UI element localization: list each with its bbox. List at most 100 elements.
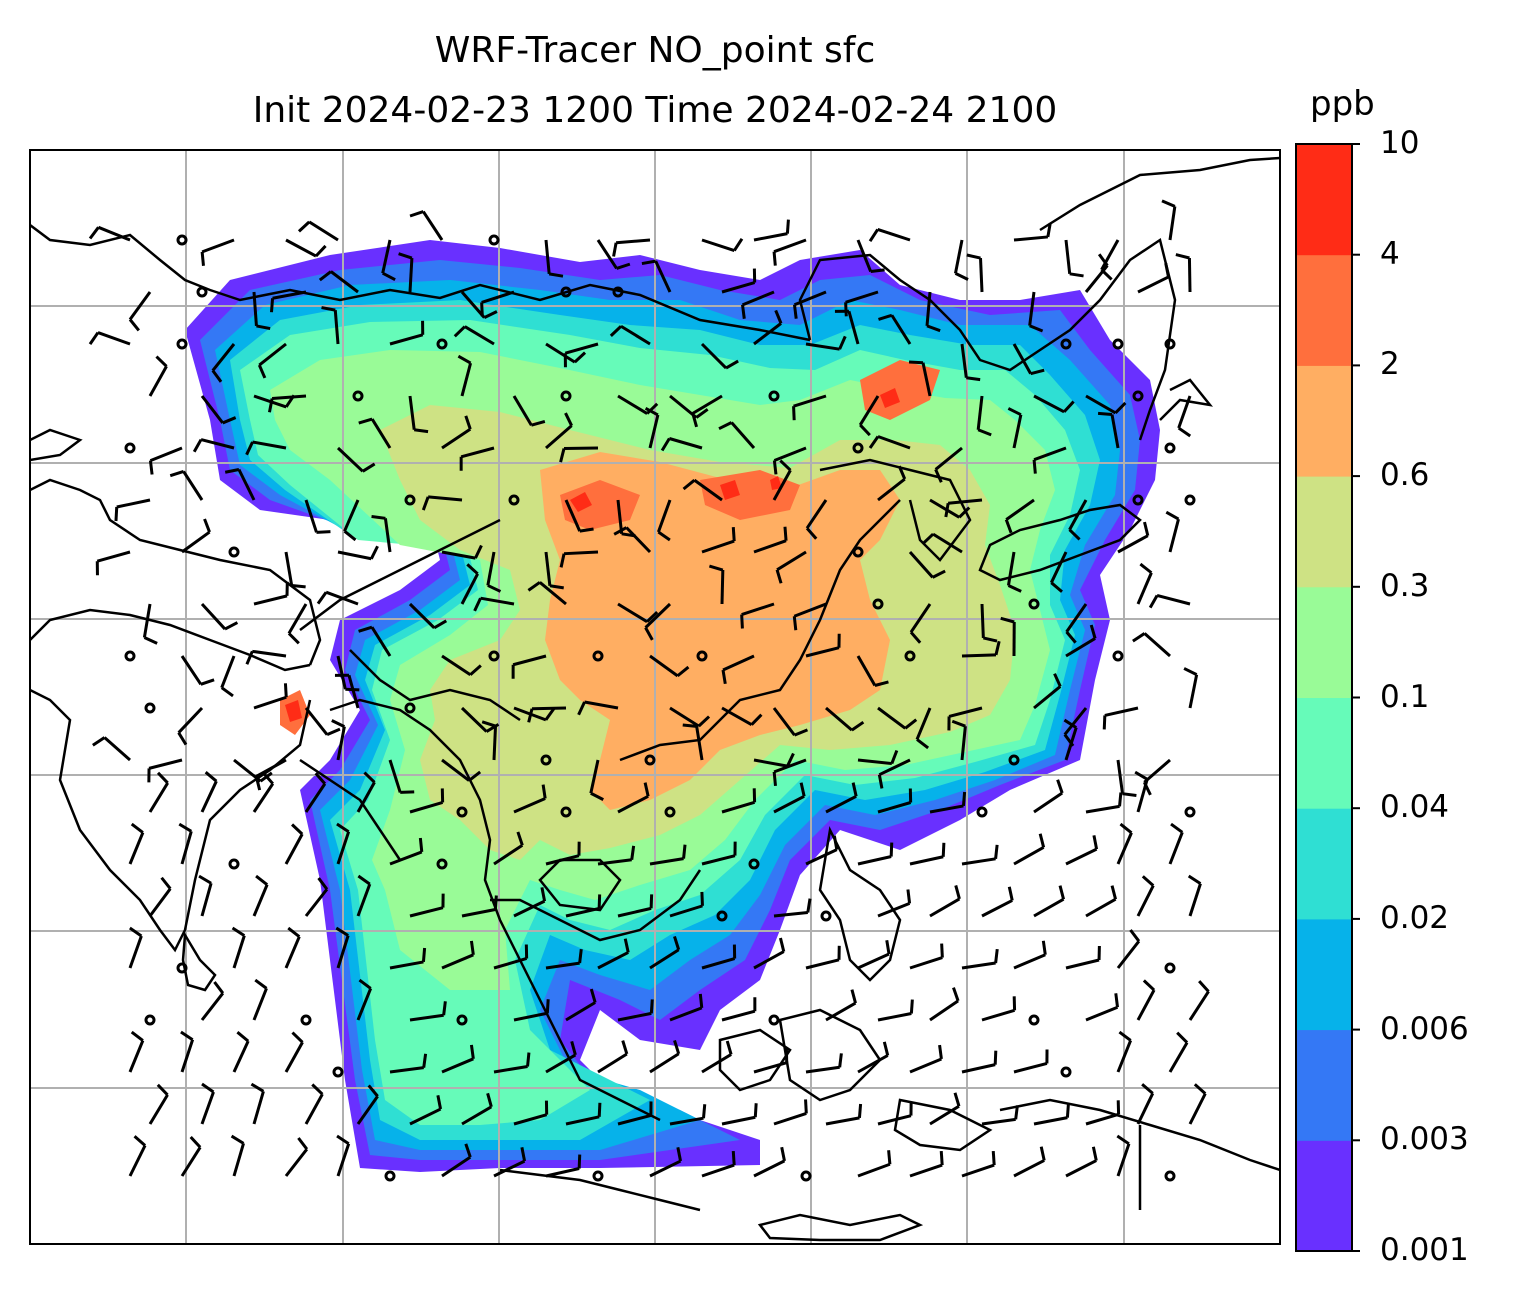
wind-barb [1168,822,1184,865]
calm-wind-marker [716,910,728,922]
wind-barb [527,581,567,606]
wind-barb [481,720,498,761]
wind-barb [128,926,143,969]
calm-wind-marker [144,1014,156,1026]
wind-barb [252,291,271,331]
wind-barb [921,532,963,554]
calm-wind-marker [456,1014,468,1026]
wind-barb [908,551,946,579]
wind-barb [398,252,414,293]
wind-barb [1007,407,1023,449]
colorbar-tick-label: 0.006 [1380,1010,1469,1047]
wind-barb [493,1052,531,1074]
wind-barb [358,417,392,449]
wind-barb [459,446,495,471]
wind-barb [909,1044,943,1074]
wind-barb [721,997,757,1022]
wind-barb [254,758,287,791]
wind-barb [597,1040,629,1074]
wind-barb [753,219,790,242]
wind-barb [493,831,524,866]
wind-barb [545,412,573,450]
wind-barb [929,885,961,918]
wind-barb [461,895,498,918]
wind-barb [1132,632,1171,658]
calm-wind-marker [1028,598,1040,610]
wind-barb [613,526,652,554]
calm-wind-marker [1112,338,1124,350]
wind-barb [934,446,963,483]
wind-barb [1187,874,1202,917]
wind-barb [825,706,865,732]
wind-barb [908,360,932,397]
wind-barb [88,225,131,242]
wind-barb [944,498,983,518]
wind-barb [513,784,547,814]
wind-barb [649,1039,681,1074]
wind-barb [1063,718,1078,761]
wind-barb [966,253,984,293]
wind-barb [493,944,529,970]
wind-barb [1183,667,1199,709]
wind-barb [701,1150,736,1178]
wind-barb [148,876,172,917]
wind-barb [250,1082,265,1125]
wind-barb [805,835,839,866]
wind-barb [772,459,792,501]
wind-barb [617,394,659,415]
wind-barb [128,822,145,865]
wind-barb [773,1099,808,1126]
colorbar-tick-label: 10 [1380,125,1420,161]
colorbar-segment [1296,586,1352,698]
wind-barb [88,331,131,346]
calm-wind-marker [800,1170,812,1182]
calm-wind-marker [592,650,604,662]
wind-barb [805,1053,843,1074]
wind-barb [441,1044,475,1074]
wind-barb [1065,945,1101,970]
wind-barb [951,719,967,761]
wind-barb [961,844,999,866]
wind-barb [960,343,981,382]
wind-barb [245,440,287,456]
wind-barb [772,758,807,786]
wind-barb [460,706,500,733]
wind-barb [486,551,502,593]
wind-barb [976,395,992,437]
wind-barb [1168,1031,1189,1073]
wind-barb [721,1103,758,1126]
wind-barb [169,469,204,501]
colorbar-segment [1296,254,1352,366]
field-level-8 [280,360,940,735]
calm-wind-marker [488,234,500,246]
wind-barb [304,707,341,737]
wind-barb [564,499,594,533]
wind-barb [356,1084,379,1125]
wind-barb [460,563,479,605]
wind-barb [1116,759,1137,797]
wind-barb [356,771,376,813]
wind-barb [947,706,983,731]
wind-barb [617,602,659,623]
wind-barb [878,313,912,345]
wind-barb [877,1101,913,1126]
calm-wind-marker [644,754,656,766]
calm-wind-marker [852,442,864,454]
wind-barb [792,290,827,319]
wind-barb [753,752,795,768]
calm-wind-marker [196,286,208,298]
wind-barb [844,290,879,317]
wind-barbs [88,199,1210,1178]
wind-barb [1097,411,1120,449]
wind-barb [493,1147,527,1178]
wind-barb [721,654,755,685]
calm-wind-marker [176,338,188,350]
calm-wind-marker [664,806,676,818]
calm-wind-marker [1060,1066,1072,1078]
wind-barb [1013,1146,1046,1178]
wind-barb [389,837,424,866]
wind-barb [669,993,704,1022]
calm-wind-marker [228,546,240,558]
calm-wind-marker [1132,390,1144,402]
wind-barb [772,446,807,475]
